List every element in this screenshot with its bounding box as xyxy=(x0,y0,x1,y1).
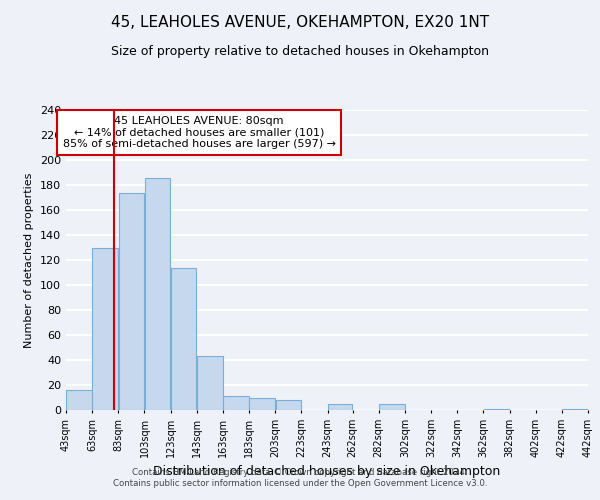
Bar xyxy=(145,178,170,410)
Bar xyxy=(197,356,223,410)
Text: 45 LEAHOLES AVENUE: 80sqm
← 14% of detached houses are smaller (101)
85% of semi: 45 LEAHOLES AVENUE: 80sqm ← 14% of detac… xyxy=(62,116,335,149)
X-axis label: Distribution of detached houses by size in Okehampton: Distribution of detached houses by size … xyxy=(154,466,500,478)
Text: Size of property relative to detached houses in Okehampton: Size of property relative to detached ho… xyxy=(111,45,489,58)
Bar xyxy=(250,398,275,410)
Bar xyxy=(275,400,301,410)
Bar xyxy=(379,404,404,410)
Bar xyxy=(171,268,196,410)
Bar xyxy=(562,409,587,410)
Bar xyxy=(67,390,92,410)
Bar xyxy=(484,409,509,410)
Text: 45, LEAHOLES AVENUE, OKEHAMPTON, EX20 1NT: 45, LEAHOLES AVENUE, OKEHAMPTON, EX20 1N… xyxy=(111,15,489,30)
Bar xyxy=(223,396,249,410)
Bar xyxy=(119,192,144,410)
Text: Contains HM Land Registry data © Crown copyright and database right 2024.
Contai: Contains HM Land Registry data © Crown c… xyxy=(113,468,487,487)
Bar xyxy=(328,404,352,410)
Bar xyxy=(92,248,118,410)
Y-axis label: Number of detached properties: Number of detached properties xyxy=(25,172,34,348)
